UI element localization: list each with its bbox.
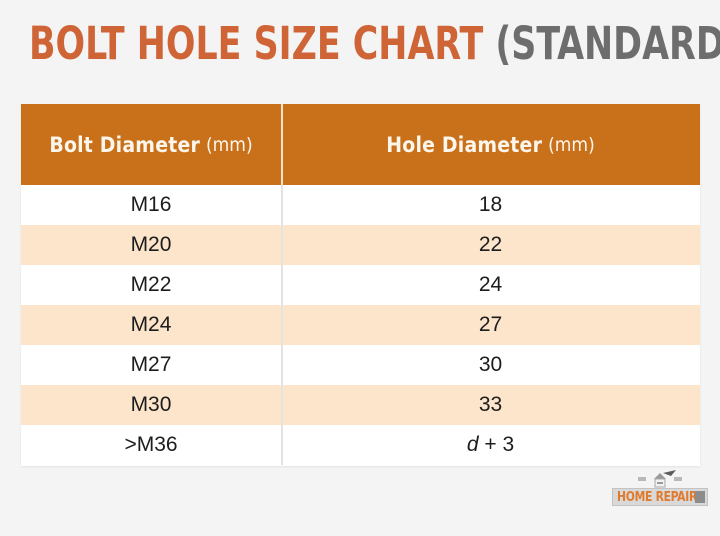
cell-bolt-diameter: M16 [130,193,172,216]
table-header-row: Bolt Diameter (mm) Hole Diameter (mm) [21,104,700,185]
cell-hole-diameter: 27 [478,313,503,336]
cell-hole-diameter-formula: + 3 [478,433,515,456]
house-tool-icon [638,470,682,488]
row-column-divider [281,185,283,225]
cell-bolt-diameter: >M36 [124,433,178,456]
page-title-main: BOLT HOLE SIZE CHART [29,16,496,70]
column-header-hole-diameter-unit: (mm) [548,133,595,156]
cell-hole-diameter: 22 [478,233,503,256]
column-header-bolt-diameter: Bolt Diameter (mm) [21,104,281,185]
cell-hole-diameter: 24 [478,273,503,296]
cell-hole-diameter: d + 3 [281,433,700,457]
column-header-hole-diameter: Hole Diameter (mm) [281,104,700,185]
table-row: M27 30 [21,345,700,385]
table-row: M30 33 [21,385,700,425]
row-column-divider [281,385,283,425]
cell-bolt-diameter: M27 [130,353,172,376]
column-header-hole-diameter-label: Hole Diameter [386,132,543,157]
cell-bolt-diameter: M22 [130,273,172,296]
row-column-divider [281,345,283,385]
cell-hole-diameter-variable: d [466,433,479,456]
cell-hole-diameter: 18 [478,193,503,216]
logo-tag-block [695,491,705,503]
table-row: M22 24 [21,265,700,305]
row-column-divider [281,265,283,305]
cell-hole-diameter: 30 [478,353,503,376]
page-title-sub: (STANDARD) [495,16,720,70]
header-column-divider [281,104,283,185]
table-body: M16 18 M20 22 M22 24 M24 27 M27 30 M30 33 >M36 d + 3 [21,185,700,465]
cell-bolt-diameter: M30 [130,393,172,416]
row-column-divider [281,305,283,345]
page-title-text: BOLT HOLE SIZE CHART (STANDARD) [29,21,720,66]
logo-wordmark-bar: HOME REPAIR [612,488,708,506]
table-row: M24 27 [21,305,700,345]
cell-hole-diameter: 33 [478,393,503,416]
bolt-hole-size-table: Bolt Diameter (mm) Hole Diameter (mm) M1… [21,104,700,466]
logo-wordmark-text: HOME REPAIR [617,489,697,505]
row-column-divider [281,425,283,465]
cell-bolt-diameter: M24 [130,313,172,336]
table-row: M16 18 [21,185,700,225]
column-header-bolt-diameter-unit: (mm) [205,133,253,156]
row-column-divider [281,225,283,265]
page-title: BOLT HOLE SIZE CHART (STANDARD) [0,12,720,74]
table-row: >M36 d + 3 [21,425,700,465]
column-header-bolt-diameter-label: Bolt Diameter [49,132,200,157]
cell-bolt-diameter: M20 [130,233,172,256]
home-repair-logo: HOME REPAIR [612,470,708,514]
table-row: M20 22 [21,225,700,265]
